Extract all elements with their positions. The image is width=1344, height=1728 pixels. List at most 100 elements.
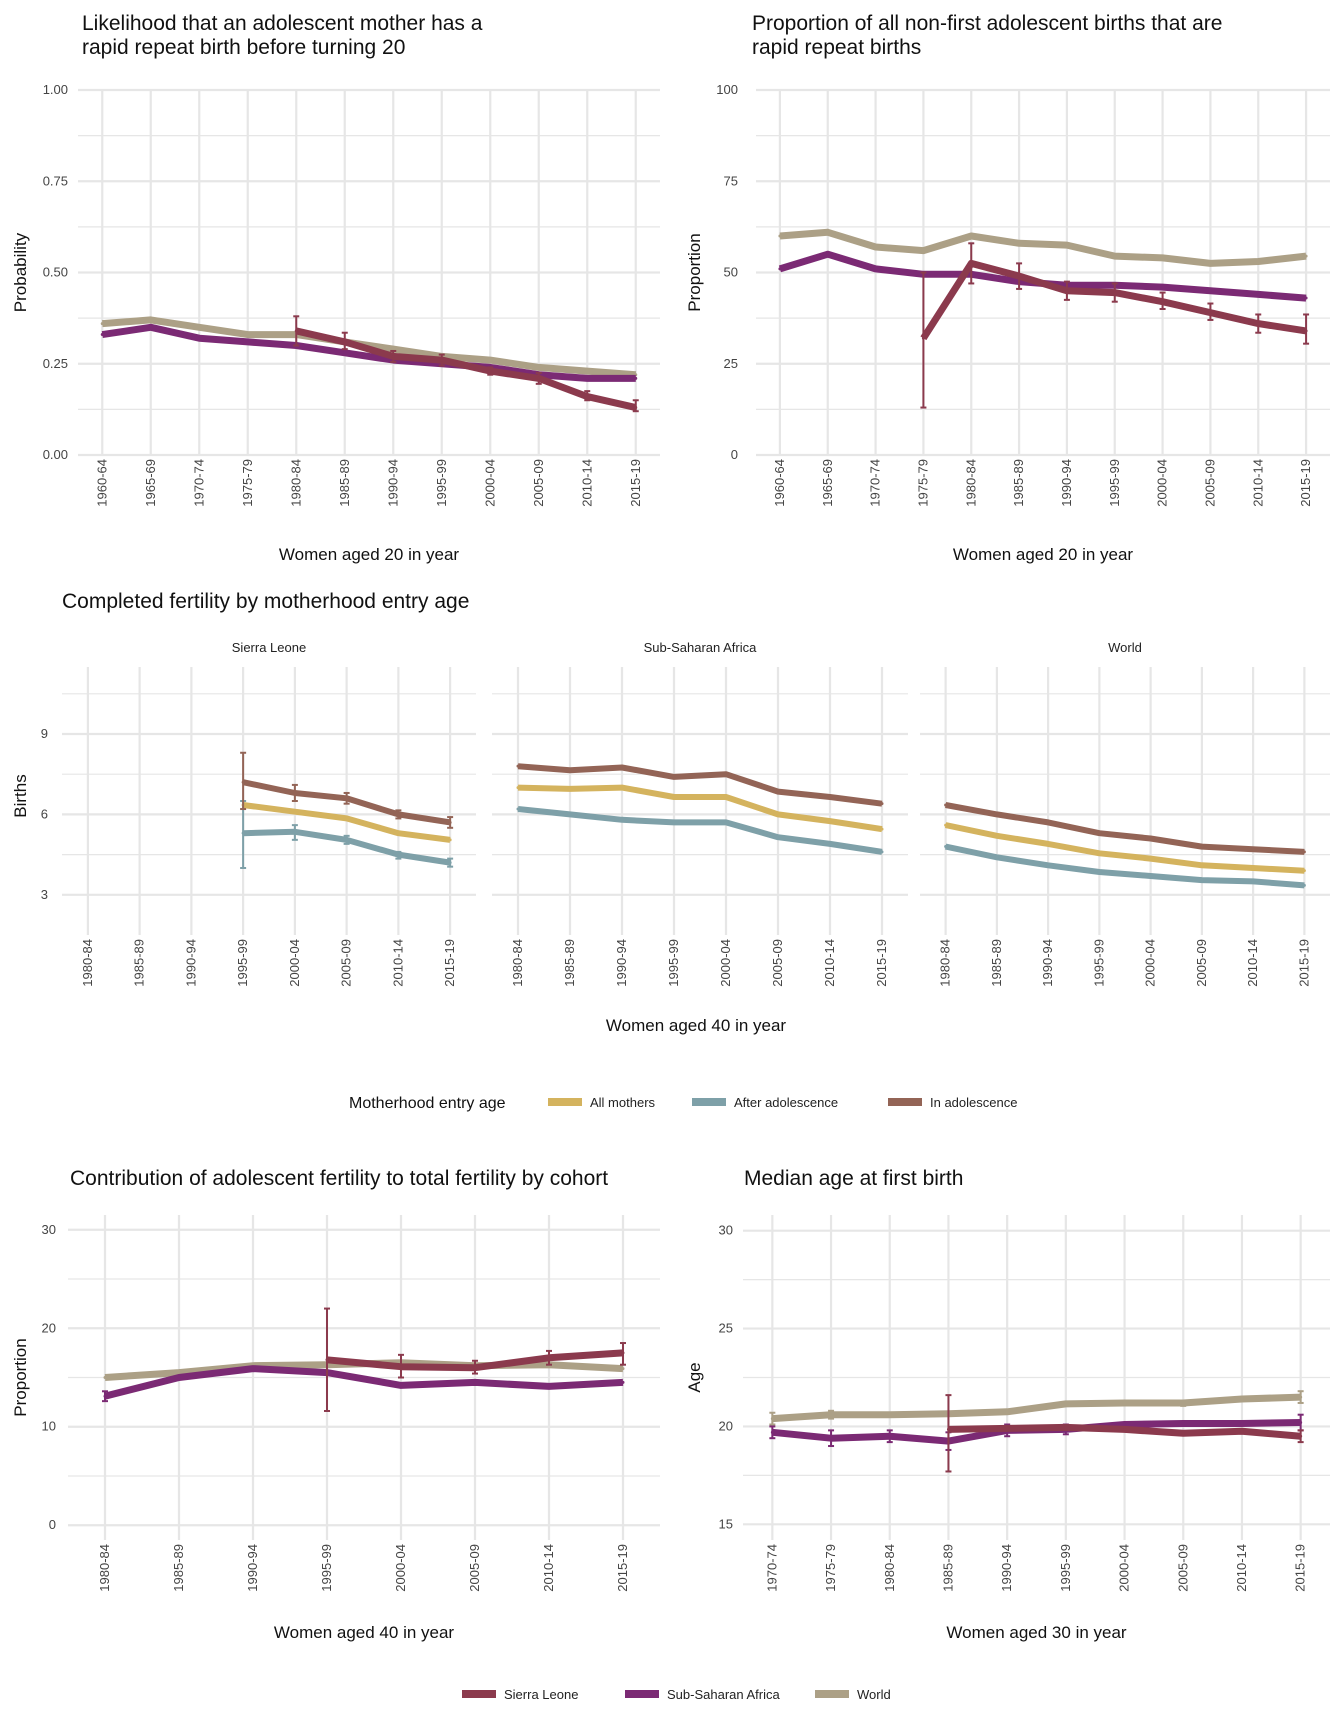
nonfirst-world-point xyxy=(778,234,782,238)
completed-after_adolescence-point xyxy=(293,830,297,834)
completed-facet-x-tick-label: 2010-14 xyxy=(1245,939,1260,987)
completed-after_adolescence-line xyxy=(944,843,1305,889)
completed-panel: Completed fertility by motherhood entry … xyxy=(11,590,1330,1112)
completed-facet-x-tick-label: 2010-14 xyxy=(822,939,837,987)
facet-2: World 1980-84 1985-89 1990-94 1995-99 2000-04… xyxy=(920,640,1330,987)
nonfirst-ssa-point xyxy=(826,252,830,256)
median-sierra_leone-point xyxy=(1064,1425,1068,1429)
median-y-tick-label: 15 xyxy=(719,1516,733,1531)
legend-swatch xyxy=(692,1098,726,1106)
completed-all_mothers-point xyxy=(1149,857,1153,861)
nonfirst-world-point xyxy=(1161,256,1165,260)
contribution-y-tick-label: 10 xyxy=(42,1419,56,1434)
contribution-sierra_leone-point xyxy=(325,1358,329,1362)
nonfirst-sierra_leone-point xyxy=(921,336,925,340)
completed-in_adolescence-point xyxy=(293,791,297,795)
nonfirst-y-axis-label: Proportion xyxy=(685,233,704,311)
legend-swatch xyxy=(462,1690,496,1698)
contribution-ssa-point xyxy=(399,1383,403,1387)
contribution-ssa-point xyxy=(547,1384,551,1388)
completed-after_adolescence-point xyxy=(516,807,520,811)
completed-all_mothers-point xyxy=(944,823,948,827)
nonfirst-sierra_leone-point xyxy=(1113,291,1117,295)
contribution-x-tick-label: 1995-99 xyxy=(319,1544,334,1592)
nonfirst-ssa-point xyxy=(778,267,782,271)
completed-facet-x-tick-label: 1990-94 xyxy=(1040,939,1055,987)
rapid-panel: 0.00 0.25 0.50 0.75 1.00 1960-64 1965-69 1970-7… xyxy=(11,12,660,564)
median-x-tick-label: 1980-84 xyxy=(882,1544,897,1592)
facet-1: Sub-Saharan Africa 1980-84 1985-89 1990-94 1… xyxy=(492,640,908,987)
legend-label: In adolescence xyxy=(930,1095,1017,1110)
nonfirst-x-tick-label: 1980-84 xyxy=(963,459,978,507)
completed-facet-x-tick-label: 2000-04 xyxy=(287,939,302,987)
completed-all_mothers-point xyxy=(828,819,832,823)
nonfirst-panel: 0 25 50 75 100 1960-64 1965-69 1970-74 1975-79 19… xyxy=(685,12,1330,564)
nonfirst-sierra_leone-point xyxy=(1017,274,1021,278)
completed-after_adolescence-point xyxy=(1302,883,1306,887)
nonfirst-x-tick-label: 1990-94 xyxy=(1059,459,1074,507)
nonfirst-world-point xyxy=(921,249,925,253)
completed-in_adolescence-point xyxy=(448,820,452,824)
contribution-x-tick-label: 2000-04 xyxy=(393,1544,408,1592)
completed-all_mothers-point xyxy=(1200,863,1204,867)
contribution-y-axis-label: Proportion xyxy=(11,1338,30,1416)
completed-facet-x-tick-label: 2015-19 xyxy=(442,939,457,987)
completed-after_adolescence-point xyxy=(944,845,948,849)
median-x-tick-label: 1985-89 xyxy=(940,1544,955,1592)
median-world-point xyxy=(1064,1402,1068,1406)
nonfirst-ssa-point xyxy=(1304,296,1308,300)
nonfirst-y-tick-label: 50 xyxy=(724,265,738,280)
contribution-sierra_leone-point xyxy=(547,1356,551,1360)
median-sierra_leone-point xyxy=(1005,1426,1009,1430)
completed-after_adolescence-point xyxy=(448,861,452,865)
median-world-point xyxy=(1123,1401,1127,1405)
completed-in_adolescence-point xyxy=(620,766,624,769)
median-sierra_leone-point xyxy=(1299,1434,1303,1438)
contribution-panel: 0 10 20 30 1980-84 1985-89 1990-94 1995-99 2000-… xyxy=(11,1167,660,1642)
contribution-y-tick-label: 30 xyxy=(42,1222,56,1237)
nonfirst-x-tick-label: 2015-19 xyxy=(1298,459,1313,507)
contribution-ssa-point xyxy=(177,1376,181,1379)
completed-after_adolescence-point xyxy=(724,820,728,824)
rapid-x-tick-label: 1990-94 xyxy=(385,459,400,507)
rapid-world-point xyxy=(488,358,492,362)
completed-after_adolescence-point xyxy=(396,853,400,857)
legend-label: World xyxy=(857,1687,891,1702)
completed-after_adolescence-point xyxy=(1149,874,1153,878)
completed-in_adolescence-point xyxy=(880,802,884,806)
nonfirst-y-tick-label: 25 xyxy=(724,356,738,371)
nonfirst-sierra_leone-point xyxy=(1161,300,1165,304)
contribution-world-point xyxy=(103,1376,107,1379)
rapid-sierra_leone-point xyxy=(343,340,347,344)
completed-all_mothers-point xyxy=(995,834,999,838)
rapid-y-tick-label: 1.00 xyxy=(43,82,68,97)
completed-facet-x-tick-label: 1995-99 xyxy=(666,939,681,987)
completed-facet-x-tick-label: 1985-89 xyxy=(989,939,1004,987)
median-ssa-point xyxy=(770,1430,774,1434)
completed-all_mothers-point xyxy=(620,786,624,790)
rapid-world-point xyxy=(391,347,395,351)
median-sierra_leone-point xyxy=(1240,1429,1244,1433)
rapid-sierra_leone-point xyxy=(488,369,492,373)
rapid-x-tick-label: 1965-69 xyxy=(143,459,158,507)
median-x-tick-label: 1975-79 xyxy=(823,1544,838,1592)
completed-in_adolescence-point xyxy=(944,803,948,807)
rapid-sierra_leone-point xyxy=(634,406,638,410)
completed-y-tick-label: 9 xyxy=(41,726,48,741)
completed-all_mothers-point xyxy=(1251,866,1255,870)
completed-facet-x-tick-label: 1985-89 xyxy=(562,939,577,987)
facet-strip-label: World xyxy=(1108,640,1142,655)
median-x-axis-label: Women aged 30 in year xyxy=(946,1623,1127,1642)
nonfirst-x-tick-label: 2000-04 xyxy=(1155,459,1170,507)
nonfirst-x-tick-label: 1985-89 xyxy=(1011,459,1026,507)
median-sierra_leone-point xyxy=(946,1427,950,1431)
nonfirst-sierra_leone-point xyxy=(1256,322,1260,326)
completed-after_adolescence-point xyxy=(1200,878,1204,882)
rapid-y-tick-label: 0.75 xyxy=(43,173,68,188)
nonfirst-title-line: rapid repeat births xyxy=(752,36,921,59)
completed-all_mothers-line xyxy=(944,822,1305,874)
completed-after_adolescence-point xyxy=(995,855,999,859)
contribution-y-tick-label: 20 xyxy=(42,1320,56,1335)
completed-all_mothers-line xyxy=(517,784,883,833)
facet-strip-label: Sierra Leone xyxy=(232,640,306,655)
